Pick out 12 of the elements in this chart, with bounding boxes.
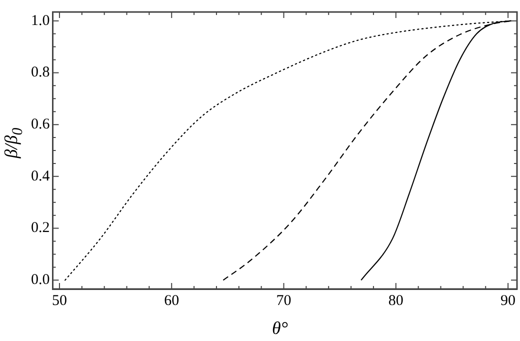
x-tick-label: 60: [164, 292, 180, 309]
x-tick-label: 90: [500, 292, 516, 309]
y-tick-label: 0.6: [31, 116, 50, 132]
x-tick-label: 50: [52, 292, 67, 309]
x-tick-label: 70: [276, 292, 292, 309]
x-tick-label: 80: [388, 292, 404, 309]
y-tick-label: 0.8: [31, 64, 50, 81]
y-tick-label: 0.0: [31, 272, 50, 288]
y-tick-label: 0.4: [31, 168, 50, 184]
y-tick-label: 0.2: [31, 220, 50, 236]
y-tick-label: 1.0: [31, 12, 50, 29]
x-axis-title: θ°: [270, 318, 290, 339]
